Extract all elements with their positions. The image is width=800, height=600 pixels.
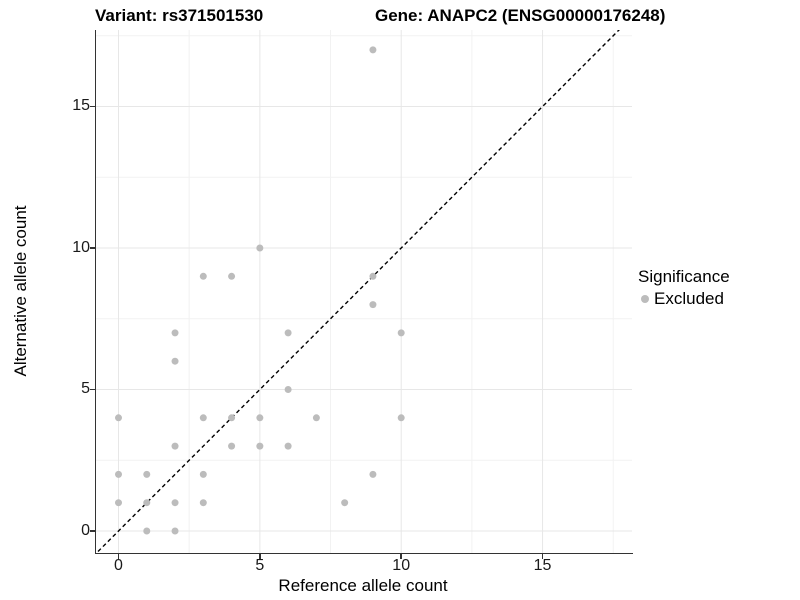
data-point bbox=[369, 301, 377, 309]
y-axis-tick bbox=[90, 105, 95, 108]
x-tick-label: 0 bbox=[114, 557, 123, 574]
data-point bbox=[171, 442, 179, 450]
y-tick-label: 5 bbox=[81, 380, 90, 397]
data-point bbox=[115, 470, 122, 478]
legend-item-label: Excluded bbox=[654, 289, 724, 308]
data-point bbox=[199, 470, 207, 478]
data-point bbox=[171, 527, 179, 535]
x-axis-line bbox=[94, 552, 633, 554]
data-point bbox=[284, 386, 292, 393]
y-tick-label: 10 bbox=[72, 238, 90, 256]
y-tick-label: 15 bbox=[72, 97, 90, 114]
data-point bbox=[199, 499, 207, 507]
data-point bbox=[143, 499, 151, 507]
plot-title-variant: Variant: rs371501530 bbox=[95, 6, 264, 25]
data-point bbox=[199, 414, 207, 422]
x-tick-label: 5 bbox=[255, 557, 265, 574]
data-point bbox=[256, 442, 264, 450]
data-point bbox=[115, 499, 122, 507]
x-axis-tick bbox=[541, 554, 544, 559]
legend-item: Excluded bbox=[641, 289, 730, 309]
legend-title: Significance bbox=[638, 267, 730, 286]
data-point bbox=[284, 442, 292, 450]
x-axis-tick bbox=[400, 554, 402, 559]
plot-canvas bbox=[96, 30, 632, 553]
data-point bbox=[369, 272, 377, 280]
data-point bbox=[115, 414, 122, 422]
data-point bbox=[284, 329, 292, 337]
data-point bbox=[199, 272, 207, 280]
y-axis-tick bbox=[90, 388, 95, 391]
data-point bbox=[312, 414, 320, 422]
data-point bbox=[228, 442, 236, 450]
y-axis-title: Alternative allele count bbox=[11, 205, 30, 377]
data-point bbox=[143, 470, 151, 478]
data-point bbox=[171, 499, 179, 507]
y-axis-line bbox=[94, 30, 96, 554]
plot-panel bbox=[96, 30, 632, 553]
data-point bbox=[256, 414, 264, 422]
x-axis-title: Reference allele count bbox=[278, 576, 448, 595]
data-point bbox=[228, 272, 236, 280]
data-point bbox=[171, 329, 179, 337]
data-point bbox=[397, 329, 405, 337]
data-point bbox=[397, 414, 405, 422]
x-tick-label: 10 bbox=[392, 557, 411, 574]
x-axis-tick bbox=[259, 554, 261, 559]
plot-title-gene: Gene: ANAPC2 (ENSG00000176248) bbox=[375, 6, 666, 25]
data-point bbox=[341, 499, 349, 507]
y-tick-label: 0 bbox=[81, 521, 90, 539]
legend-point-icon bbox=[641, 295, 649, 303]
data-point bbox=[171, 357, 179, 365]
data-point bbox=[369, 46, 377, 54]
data-point bbox=[256, 244, 264, 252]
y-axis-tick bbox=[90, 530, 95, 532]
y-axis-tick bbox=[90, 247, 95, 249]
legend: Significance Excluded bbox=[638, 267, 730, 309]
data-point bbox=[369, 470, 377, 478]
x-tick-label: 15 bbox=[533, 557, 552, 574]
data-point bbox=[143, 527, 151, 535]
x-axis-tick bbox=[117, 554, 120, 559]
data-point bbox=[228, 414, 236, 422]
identity-line bbox=[96, 30, 620, 553]
